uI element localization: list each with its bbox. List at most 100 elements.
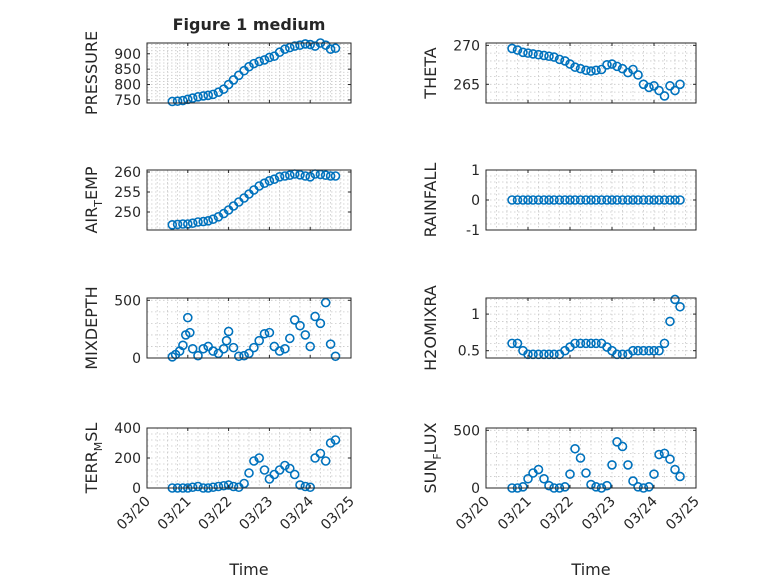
terr-msl-point <box>208 482 218 493</box>
sun-flux-point <box>659 448 670 459</box>
sun-flux-ytick-label: 500 <box>453 423 480 439</box>
rainfall-point <box>602 195 612 205</box>
rainfall-point <box>659 195 670 205</box>
air-temp-point <box>172 219 183 230</box>
mixdepth-point <box>208 346 218 356</box>
rainfall-point <box>544 195 554 205</box>
terr-msl-point <box>223 480 234 490</box>
sun-flux-point <box>539 473 549 484</box>
mixdepth-point <box>310 311 320 322</box>
subplot-rainfall: -1 0 1 RAINFALL <box>421 163 697 239</box>
rainfall-ytick-label: -1 <box>466 223 480 239</box>
theta-point <box>544 51 554 62</box>
rainfall-point <box>565 195 575 205</box>
theta-point <box>581 65 591 76</box>
h2omixra-ylabel: H2OMIXRA <box>421 285 440 371</box>
theta-point <box>675 79 685 90</box>
theta-ytick-label: 270 <box>453 38 480 54</box>
mixdepth-point <box>289 315 300 325</box>
terr-msl-point <box>284 463 295 474</box>
h2omixra-point <box>591 338 601 349</box>
rainfall-point <box>675 195 685 205</box>
h2omixra-point <box>654 345 664 356</box>
mixdepth-ytick-label: 0 <box>132 351 141 367</box>
rainfall-point <box>596 195 607 205</box>
sun-flux-point <box>523 473 533 484</box>
sun-flux-point <box>570 443 580 454</box>
pressure-point <box>198 91 209 101</box>
theta-point <box>518 47 528 58</box>
sun-flux-point <box>670 464 680 475</box>
sun-flux-point <box>533 464 544 475</box>
theta-point <box>612 61 622 72</box>
air-temp-point <box>208 214 218 224</box>
rainfall-point <box>549 195 559 205</box>
h2omixra-point <box>638 345 649 356</box>
figure-title: Figure 1 medium <box>173 15 326 34</box>
pressure-point <box>187 93 198 103</box>
pressure-point <box>325 44 336 54</box>
sun-flux-point <box>565 469 575 479</box>
terr-msl-point <box>300 481 311 492</box>
pressure-point <box>295 40 305 50</box>
pressure-point <box>284 42 295 53</box>
theta-point <box>549 52 559 62</box>
air-temp-axes-box <box>146 169 352 231</box>
mixdepth-point <box>221 335 232 346</box>
mixdepth-point <box>178 340 188 351</box>
sun-flux-point <box>544 480 554 491</box>
terr-msl-point <box>330 435 341 445</box>
sun-flux-point <box>623 460 633 470</box>
terr-msl-point <box>213 481 224 492</box>
mixdepth-point <box>305 341 316 352</box>
terr-msl-point <box>295 480 305 490</box>
sun-flux-point <box>518 482 528 492</box>
h2omixra-point <box>575 338 586 349</box>
air-temp-point <box>300 171 311 181</box>
mixdepth-point <box>234 351 244 362</box>
subplot-theta: 265 270 THETA <box>421 38 697 104</box>
air-temp-ytick-label: 250 <box>114 205 141 221</box>
rainfall-point <box>575 195 586 205</box>
pressure-point <box>208 89 218 100</box>
sun-flux-ylabel: SUNFLUX <box>421 422 444 493</box>
rainfall-point <box>607 195 617 205</box>
pressure-point <box>254 56 265 67</box>
pressure-ylabel: PRESSURE <box>82 31 101 115</box>
rainfall-point <box>554 195 565 205</box>
subplot-h2omixra: 0.5 1 H2OMIXRA <box>421 285 697 371</box>
pressure-point <box>289 41 300 51</box>
pressure-point <box>330 43 341 54</box>
mixdepth-point <box>300 330 311 340</box>
h2omixra-point <box>675 301 685 312</box>
sun-flux-point <box>649 469 659 479</box>
rainfall-point <box>623 195 633 205</box>
sun-flux-point <box>560 482 570 492</box>
rainfall-point <box>523 195 533 205</box>
pressure-ytick-label: 750 <box>114 93 141 109</box>
mixdepth-point <box>325 339 336 349</box>
theta-ytick-label: 265 <box>453 77 480 93</box>
sun-flux-point <box>617 441 628 452</box>
terr-msl-plot-area <box>147 428 351 488</box>
air-temp-point <box>280 171 290 181</box>
sun-flux-point <box>607 460 617 470</box>
air-temp-point <box>330 171 341 181</box>
pressure-point <box>172 96 183 106</box>
sun-flux-point <box>628 476 638 486</box>
mixdepth-point <box>284 333 295 344</box>
pressure-point <box>280 44 290 54</box>
sun-flux-point <box>602 480 612 491</box>
terr-msl-point <box>320 456 331 466</box>
theta-point <box>644 82 654 93</box>
h2omixra-point <box>644 345 654 356</box>
pressure-point <box>264 52 275 63</box>
terr-msl-point <box>254 453 265 463</box>
rainfall-point <box>665 195 675 205</box>
air-temp-point <box>274 172 285 182</box>
h2omixra-point <box>570 338 580 349</box>
theta-point <box>607 59 617 69</box>
terr-msl-ytick-label: 0 <box>132 481 141 497</box>
theta-point <box>596 64 607 75</box>
pressure-ytick-label: 800 <box>114 78 141 94</box>
